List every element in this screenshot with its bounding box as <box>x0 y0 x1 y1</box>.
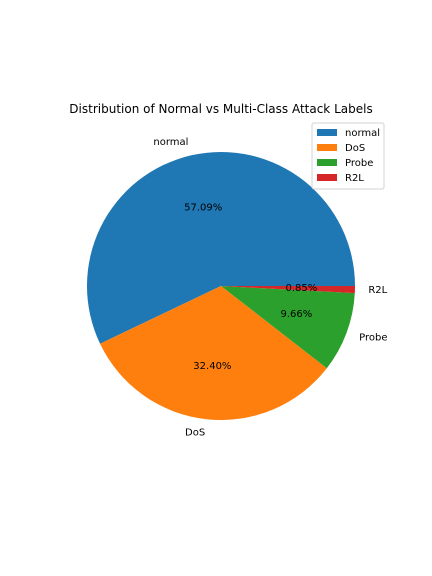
slice-label-r2l: R2L <box>368 285 387 296</box>
slice-label-probe: Probe <box>359 332 387 343</box>
slice-label-normal: normal <box>153 137 188 148</box>
legend-label-r2l: R2L <box>345 173 364 184</box>
pct-label-dos: 32.40% <box>193 361 231 372</box>
pct-label-r2l: 0.85% <box>285 283 317 294</box>
legend-swatch-r2l <box>317 174 337 181</box>
pct-label-normal: 57.09% <box>184 203 222 214</box>
legend-swatch-normal <box>317 129 337 136</box>
legend-label-dos: DoS <box>345 143 365 154</box>
pie-slice-normal <box>86 151 356 344</box>
chart-title: Distribution of Normal vs Multi-Class At… <box>69 102 372 116</box>
pie-slice-probe <box>221 286 355 369</box>
pie-slices <box>86 151 356 420</box>
pie-slice-r2l <box>221 286 355 294</box>
slice-label-dos: DoS <box>185 428 205 439</box>
legend-swatch-probe <box>317 159 337 166</box>
legend-label-normal: normal <box>345 128 380 139</box>
legend-frame <box>311 122 385 190</box>
legend: normal DoS Probe R2L <box>311 122 385 190</box>
pie-slice-dos <box>100 286 327 420</box>
pct-label-probe: 9.66% <box>280 309 312 320</box>
pie-labels: normal 57.09% DoS 32.40% Probe 9.66% R2L 0.85% <box>153 137 387 438</box>
legend-swatch-dos <box>317 144 337 151</box>
legend-label-probe: Probe <box>345 158 373 169</box>
